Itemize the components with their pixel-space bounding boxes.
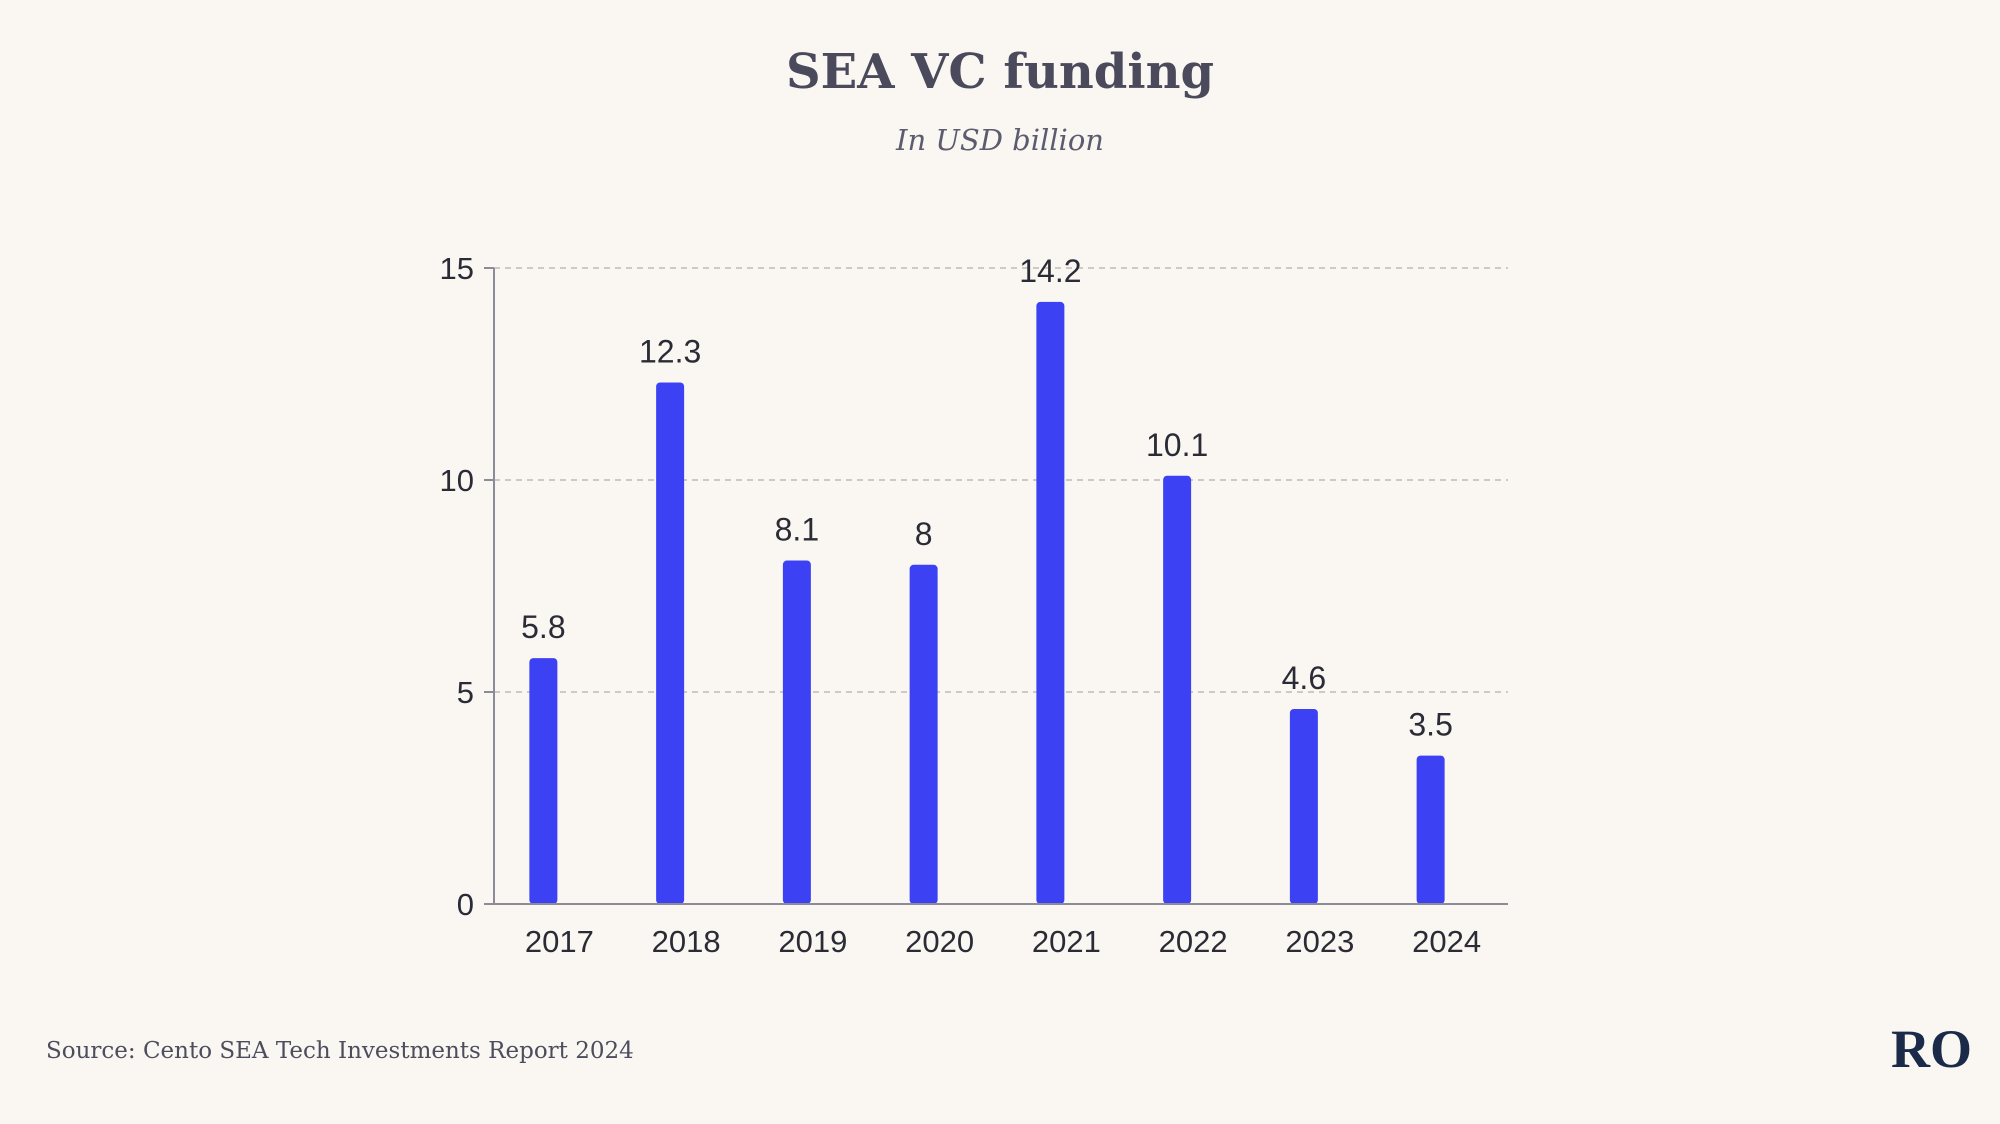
chart-title: SEA VC funding (786, 44, 1214, 100)
bar-2018 (656, 382, 685, 905)
x-tick-label-2023: 2023 (1285, 924, 1354, 959)
value-labels: 5.8 12.3 8.1 8 14.2 10.1 4.6 3.5 (521, 253, 1453, 743)
y-tick-label-0: 0 (457, 887, 474, 922)
axes (493, 268, 1508, 905)
bar-2019 (782, 560, 811, 904)
value-label-2021: 14.2 (1019, 253, 1081, 289)
x-axis-ticks: 2017 2018 2019 2020 2021 2022 2023 2024 (525, 924, 1481, 959)
value-label-2022: 10.1 (1146, 427, 1208, 463)
x-tick-label-2021: 2021 (1032, 924, 1101, 959)
bar-2017 (529, 658, 558, 904)
bar-2021 (1036, 301, 1065, 904)
value-label-2018: 12.3 (639, 333, 701, 369)
bar-2022 (1163, 475, 1192, 904)
value-label-2019: 8.1 (775, 512, 819, 548)
value-label-2023: 4.6 (1282, 660, 1326, 696)
x-tick-label-2020: 2020 (905, 924, 974, 959)
value-label-2017: 5.8 (521, 609, 565, 645)
y-tick-label-10: 10 (440, 463, 474, 498)
y-tick-label-15: 15 (440, 251, 474, 286)
bars (529, 301, 1445, 905)
x-tick-label-2019: 2019 (778, 924, 847, 959)
brand-logo: RO (1891, 1019, 1972, 1079)
bar-2023 (1289, 708, 1318, 904)
x-tick-label-2018: 2018 (652, 924, 721, 959)
x-tick-label-2024: 2024 (1412, 924, 1481, 959)
value-label-2024: 3.5 (1408, 707, 1452, 743)
chart-subtitle: In USD billion (895, 123, 1104, 157)
source-note: Source: Cento SEA Tech Investments Repor… (46, 1038, 634, 1064)
value-label-2020: 8 (915, 516, 933, 552)
x-tick-label-2017: 2017 (525, 924, 594, 959)
gridlines (494, 267, 1508, 693)
x-tick-label-2022: 2022 (1159, 924, 1228, 959)
bar-2024 (1416, 755, 1445, 904)
bar-2020 (909, 564, 938, 904)
y-tick-label-5: 5 (457, 675, 474, 710)
y-axis-ticks: 0 5 10 15 (440, 251, 494, 922)
